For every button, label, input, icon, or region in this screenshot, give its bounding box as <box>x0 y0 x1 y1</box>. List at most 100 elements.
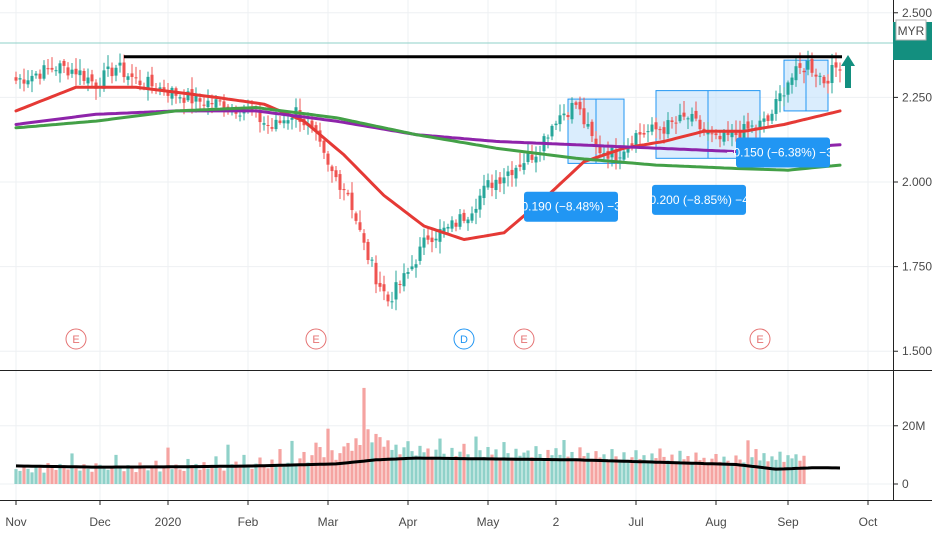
volume-bar <box>102 468 106 484</box>
volume-bar <box>666 460 670 484</box>
volume-bar <box>210 466 214 484</box>
volume-bar <box>518 455 522 484</box>
volume-bar <box>790 458 794 484</box>
volume-bar <box>182 470 186 484</box>
candle-body <box>130 73 134 77</box>
candle-body <box>418 246 422 261</box>
candle-body <box>502 177 506 184</box>
candle-body <box>18 78 22 80</box>
volume-bar <box>710 458 714 484</box>
volume-bar <box>530 457 534 484</box>
volume-bar <box>222 470 226 484</box>
candle-body <box>150 74 154 87</box>
candle-body <box>362 233 366 243</box>
volume-bar <box>54 470 58 484</box>
volume-bar <box>418 445 422 484</box>
candle-body <box>546 137 550 139</box>
candle-body <box>470 213 474 221</box>
volume-bar <box>570 451 574 484</box>
candle-body <box>582 108 586 125</box>
volume-bar <box>302 451 306 484</box>
volume-bar <box>274 464 278 484</box>
volume-bar <box>330 450 334 484</box>
volume-bar <box>490 454 494 484</box>
volume-bar <box>598 457 602 484</box>
candle-body <box>58 63 62 74</box>
volume-bar <box>462 443 466 484</box>
volume-bar <box>470 458 474 484</box>
candle-body <box>490 182 494 188</box>
candle-body <box>614 149 618 162</box>
candlesticks <box>14 50 842 311</box>
volume-bar <box>66 469 70 484</box>
volume-bar <box>478 450 482 484</box>
volume-bar <box>18 470 22 484</box>
volume-bar <box>362 387 366 484</box>
event-marker-label: E <box>312 334 319 346</box>
candle-body <box>286 120 290 124</box>
volume-bar <box>246 465 250 484</box>
volume-bars <box>14 387 806 484</box>
volume-bar <box>114 454 118 484</box>
candle-body <box>218 100 222 102</box>
volume-bar <box>82 464 86 484</box>
volume-bar <box>350 450 354 484</box>
candle-body <box>790 77 794 85</box>
volume-bar <box>162 466 166 484</box>
volume-bar <box>494 449 498 484</box>
candle-body <box>806 60 810 70</box>
volume-bar <box>698 460 702 484</box>
volume-bar <box>458 451 462 484</box>
candle-body <box>618 157 622 159</box>
volume-bar <box>258 457 262 484</box>
volume-bar <box>726 460 730 484</box>
volume-bar <box>586 452 590 484</box>
candle-body <box>390 301 394 303</box>
volume-bar <box>410 451 414 484</box>
candle-body <box>718 135 722 140</box>
candle-body <box>450 220 454 229</box>
candle-body <box>798 63 802 68</box>
volume-bar <box>730 463 734 484</box>
volume-bar <box>722 456 726 484</box>
volume-bar <box>170 469 174 484</box>
candle-body <box>578 101 582 110</box>
candle-body <box>290 117 294 120</box>
candle-body <box>426 235 430 240</box>
candle-body <box>442 227 446 232</box>
candle-body <box>534 156 538 163</box>
volume-bar <box>650 453 654 484</box>
volume-bar <box>594 451 598 484</box>
callout-label: −0.200 (−8.85%) −40 <box>642 193 755 207</box>
candle-body <box>730 130 734 138</box>
candle-body <box>774 99 778 114</box>
volume-bar <box>326 428 330 484</box>
callout-label: −0.150 (−6.38%) −30 <box>726 146 839 160</box>
candle-body <box>338 174 342 190</box>
candle-body <box>738 131 742 140</box>
candle-body <box>474 208 478 213</box>
candle-body <box>498 177 502 184</box>
candle-body <box>586 124 590 127</box>
volume-bar <box>270 459 274 484</box>
event-marker-label: E <box>520 334 527 346</box>
event-marker <box>513 328 535 350</box>
candle-body <box>62 60 66 66</box>
candle-body <box>166 91 170 96</box>
volume-bar <box>74 468 78 484</box>
volume-bar <box>578 447 582 484</box>
candle-body <box>30 75 34 82</box>
measure-callouts: −0.190 (−8.48%) −38 −0.200 (−8.85%) −40 −0… <box>514 137 840 222</box>
volume-bar <box>482 456 486 484</box>
candle-body <box>354 213 358 221</box>
event-marker <box>749 328 771 350</box>
volume-bar <box>538 454 542 484</box>
volume-bar <box>422 452 426 484</box>
candle-body <box>690 113 694 122</box>
candle-body <box>630 143 634 146</box>
candle-body <box>782 95 786 97</box>
candle-body <box>422 237 426 248</box>
candle-body <box>14 77 18 81</box>
volume-bar <box>742 462 746 484</box>
candle-body <box>722 131 726 142</box>
